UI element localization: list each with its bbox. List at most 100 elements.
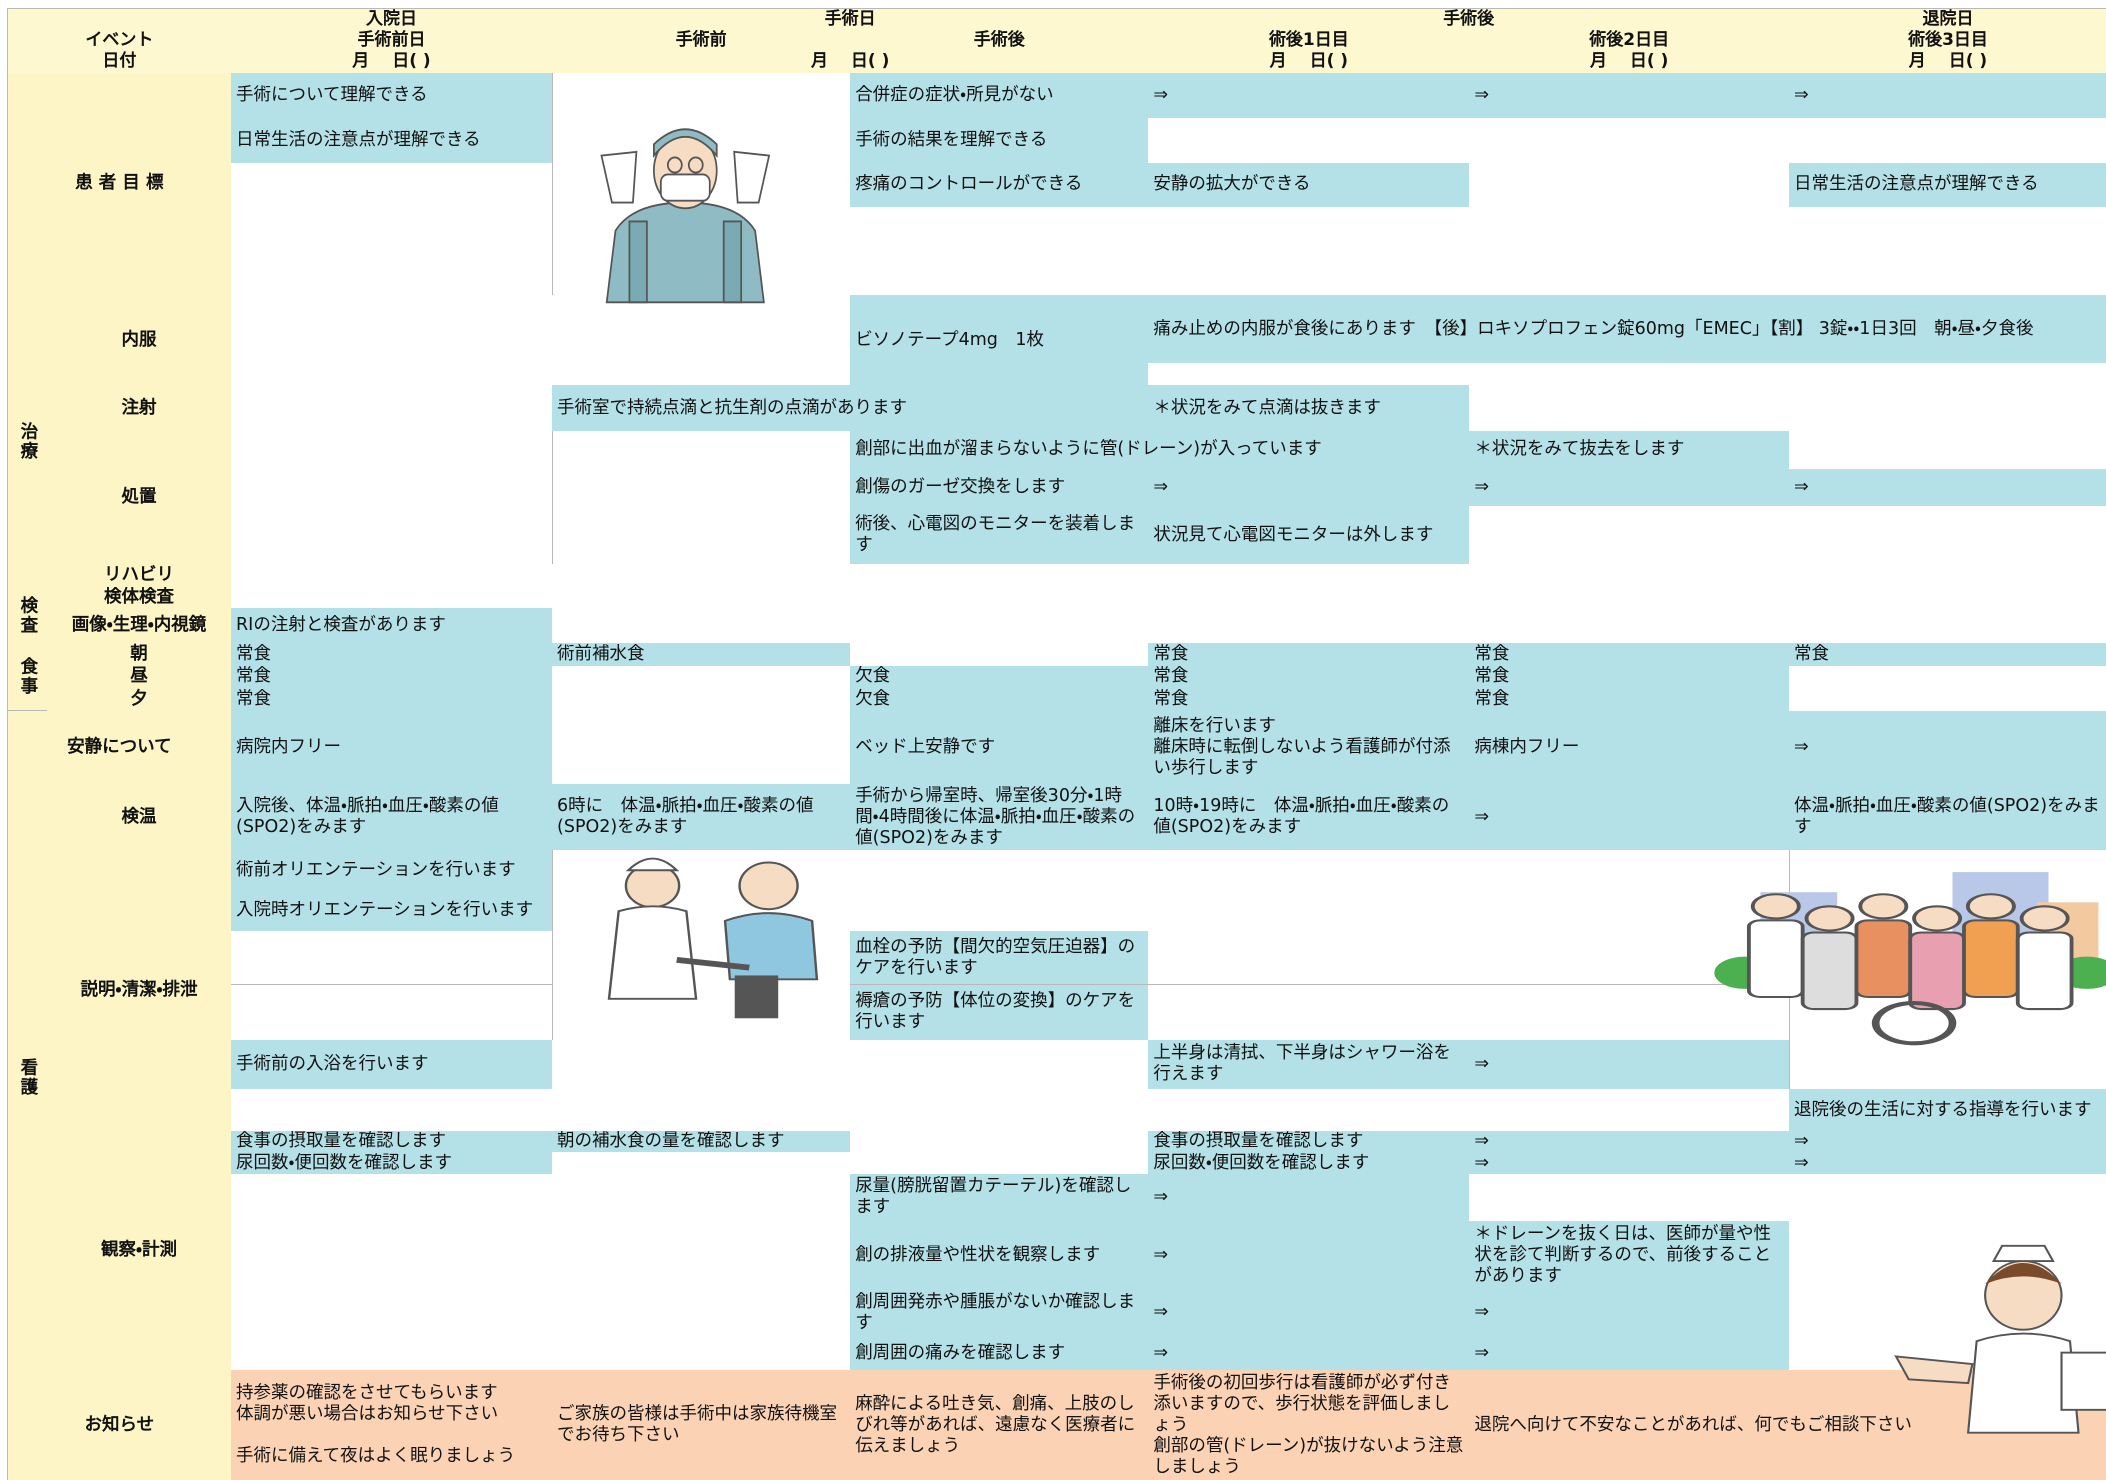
header-cell: 術後2日目 [1469, 29, 1791, 53]
table-cell: 食事の摂取量を確認します [1148, 1130, 1471, 1154]
table-cell: 体温・脈拍・血圧・酸素の値(SPO2)をみます [1789, 784, 2106, 852]
row-label: 画像・生理・内視鏡 [47, 608, 232, 645]
table-cell [1469, 1089, 1791, 1132]
table-cell [1789, 385, 2106, 433]
family-illustration [1714, 872, 2106, 1046]
table-cell [231, 586, 553, 610]
table-cell: 手術室で持続点滴と抗生剤の点滴があります [552, 385, 1150, 433]
table-cell: 入院時オリエンテーションを行います [231, 890, 553, 932]
table-cell: 上半身は清拭、下半身はシャワー浴を行えます [1148, 1039, 1471, 1091]
header-cell: 術後1日目 [1148, 29, 1471, 53]
table-cell [850, 1039, 1150, 1091]
header-cell: 月 日( ) [231, 51, 553, 74]
table-cell: ＊状況をみて点滴は抜きます [1148, 385, 1471, 433]
table-cell [552, 1336, 852, 1371]
header-cell: 月 日( ) [1789, 51, 2106, 74]
row-label: 観察・計測 [47, 1130, 232, 1371]
table-cell [850, 586, 1150, 610]
table-cell: 手術前の入浴を行います [231, 1039, 553, 1091]
table-cell [231, 506, 553, 566]
table-cell [552, 1220, 852, 1291]
table-cell [231, 206, 553, 253]
table-cell: 手術から帰室時、帰室後30分・1時間・4時間後に体温・脈拍・血圧・酸素の値(SP… [850, 784, 1150, 852]
table-cell [1148, 564, 1471, 588]
table-cell: ⇒ [1148, 72, 1471, 120]
table-cell [1789, 1173, 2106, 1222]
table-cell: 術後、心電図のモニターを装着します [850, 506, 1150, 566]
table-cell: 朝の補水食の量を確認します [552, 1130, 852, 1154]
table-cell: 尿量(膀胱留置カテーテル)を確認します [850, 1173, 1150, 1222]
table-cell [1469, 385, 1791, 433]
table-cell [231, 468, 553, 508]
table-cell [552, 564, 852, 588]
table-cell [850, 850, 1150, 892]
table-cell [1148, 251, 1471, 297]
table-cell [1469, 118, 1791, 164]
table-cell: ⇒ [1789, 72, 2106, 120]
header-cell: 月 日( ) [1148, 51, 1471, 74]
table-cell [1148, 586, 1471, 610]
row-label: お知らせ [6, 1369, 232, 1480]
table-cell [1148, 1089, 1471, 1132]
table-cell: 食事の摂取量を確認します [231, 1130, 553, 1154]
row-label: 注射 [47, 385, 232, 433]
table-cell: RIの注射と検査があります [231, 608, 553, 645]
table-cell [231, 930, 553, 986]
table-cell [850, 890, 1150, 932]
table-cell: 6時に 体温・脈拍・血圧・酸素の値(SPO2)をみます [552, 784, 852, 852]
table-cell: 日常生活の注意点が理解できる [231, 118, 553, 164]
table-cell: 退院後の生活に対する指導を行います [1789, 1089, 2106, 1132]
table-cell [850, 251, 1150, 297]
table-cell: 病棟内フリー [1469, 710, 1791, 786]
doctor-illustration [600, 128, 770, 304]
row-label: 患 者 目 標 [6, 72, 232, 297]
table-cell [850, 1152, 1150, 1175]
table-cell: ⇒ [1469, 1336, 1791, 1371]
table-cell [231, 564, 553, 588]
table-cell: ベッド上安静です [850, 710, 1150, 786]
header-cell: 手術前日 [231, 29, 553, 53]
table-cell: 尿回数・便回数を確認します [1148, 1152, 1471, 1175]
table-cell: ⇒ [1469, 72, 1791, 120]
table-cell [231, 1289, 553, 1338]
table-cell: 合併症の症状・所見がない [850, 72, 1150, 120]
table-cell: 病院内フリー [231, 710, 553, 786]
table-cell: 欠食 [850, 666, 1150, 689]
table-cell [1789, 506, 2106, 566]
table-cell [552, 687, 852, 712]
table-cell [1469, 1173, 1791, 1222]
table-cell [850, 1089, 1150, 1132]
table-cell [850, 206, 1150, 253]
table-cell [1469, 251, 1791, 297]
table-cell [1148, 984, 1471, 1041]
table-cell: 血栓の予防【間欠的空気圧迫器】のケアを行います [850, 930, 1150, 986]
table-cell: ⇒ [1148, 1220, 1471, 1291]
header-cell: 手術後 [850, 29, 1150, 53]
table-cell: 常食 [231, 687, 553, 712]
row-label: 昼 [47, 666, 232, 689]
table-cell: 褥瘡の予防【体位の変換】のケアを行います [850, 984, 1150, 1041]
table-cell [231, 385, 553, 433]
table-cell: ⇒ [1469, 1152, 1791, 1175]
table-cell [231, 1089, 553, 1132]
table-cell [552, 295, 852, 387]
row-label: 治療 [6, 295, 48, 588]
table-cell: ⇒ [1789, 710, 2106, 786]
header-cell: 手術後 [1148, 8, 1791, 31]
header-cell: 退院日 [1789, 8, 2106, 31]
row-label: 看護 [6, 784, 48, 1371]
table-cell [1469, 608, 1791, 645]
table-cell: ⇒ [1789, 468, 2106, 508]
table-cell: ⇒ [1789, 1130, 2106, 1154]
table-cell: 離床を行います 離床時に転倒しないよう看護師が付添い歩行します [1148, 710, 1471, 786]
table-cell: 創周囲の痛みを確認します [850, 1336, 1150, 1371]
table-cell [1789, 666, 2106, 689]
table-cell [552, 1289, 852, 1338]
table-cell: ⇒ [1469, 468, 1791, 508]
header-cell: 術後3日目 [1789, 29, 2106, 53]
table-cell [1148, 890, 1471, 932]
table-cell: ⇒ [1148, 1336, 1471, 1371]
table-cell [1469, 586, 1791, 610]
table-cell [552, 710, 852, 786]
